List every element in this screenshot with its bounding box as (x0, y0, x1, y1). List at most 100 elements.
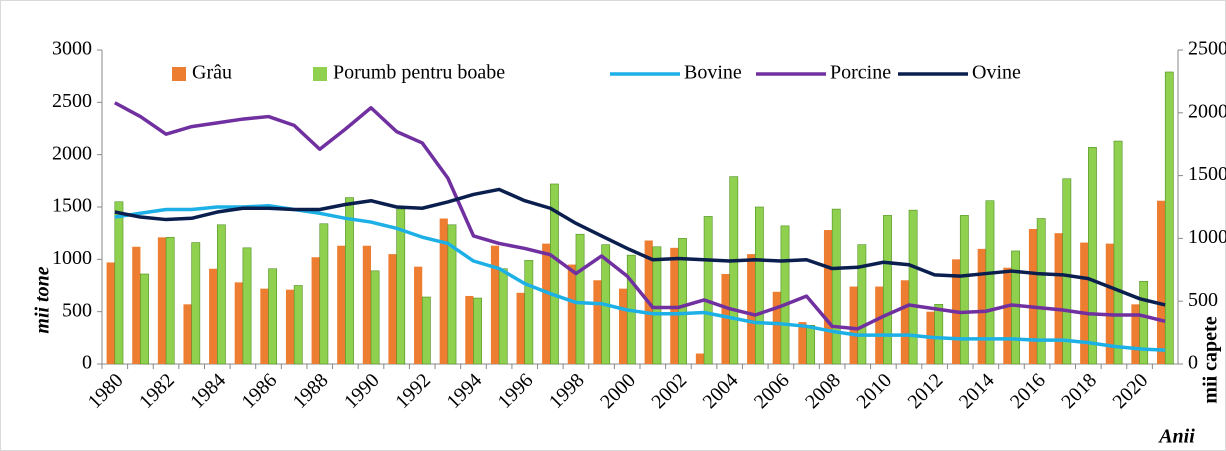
y2-tick-label: 1000 (1188, 226, 1226, 248)
legend-swatch (313, 67, 327, 81)
x-axis-label: Anii (1157, 426, 1195, 448)
bar (396, 208, 406, 365)
bar (490, 245, 500, 364)
bar (388, 254, 397, 364)
bar (985, 200, 995, 365)
bar (191, 242, 201, 365)
bar (216, 224, 226, 365)
bar (883, 215, 892, 365)
bar (959, 215, 969, 365)
bar (268, 268, 278, 365)
bar (1003, 267, 1012, 364)
bar (593, 280, 602, 364)
bar (721, 273, 730, 364)
bar (542, 243, 551, 364)
bar (772, 291, 781, 364)
y2-tick-label: 500 (1188, 289, 1218, 311)
bar (524, 260, 534, 365)
bar (362, 245, 371, 364)
bar (823, 230, 833, 364)
y-tick-label: 1000 (52, 247, 92, 269)
bar (875, 286, 884, 364)
bar (370, 270, 380, 365)
bar (293, 285, 303, 365)
bar (1088, 147, 1097, 365)
y2-tick-label: 0 (1188, 352, 1198, 374)
bar (806, 324, 816, 365)
y-tick-label: 2000 (52, 142, 92, 164)
bar (695, 353, 705, 364)
bar (1036, 218, 1046, 365)
bar (550, 183, 559, 365)
bar (106, 262, 115, 364)
legend-label: Bovine (684, 62, 742, 84)
bar (183, 304, 192, 364)
bar (114, 201, 124, 365)
bar (1113, 140, 1123, 365)
y2-tick-label: 2000 (1188, 100, 1226, 122)
bar (831, 208, 841, 365)
bar (1131, 304, 1140, 364)
bar (1105, 243, 1114, 364)
y-tick-label: 2500 (52, 90, 92, 112)
bar (337, 245, 346, 364)
bar (1156, 200, 1166, 364)
bar (242, 247, 252, 365)
bar (421, 296, 431, 365)
y-tick-label: 0 (82, 352, 92, 374)
y-tick-label: 1500 (52, 195, 92, 217)
y-tick-label: 3000 (52, 38, 92, 60)
y2-tick-label: 2500 (1188, 38, 1226, 60)
bar (311, 257, 320, 364)
bar (780, 225, 790, 365)
bar (934, 304, 944, 365)
y-tick-label: 500 (62, 299, 92, 321)
line (114, 187, 1166, 307)
bar (652, 246, 662, 365)
bar (618, 288, 628, 364)
bar (439, 218, 448, 364)
legend-label: Porcine (830, 62, 891, 84)
bar (319, 223, 329, 365)
bar (165, 237, 175, 365)
bar (1080, 242, 1089, 364)
bar (234, 282, 243, 364)
bar (1028, 228, 1038, 364)
bar (567, 264, 576, 364)
bar (1139, 281, 1149, 365)
bar (977, 248, 986, 364)
bar (900, 280, 909, 364)
bar (132, 246, 141, 364)
bar (447, 224, 457, 365)
bar (1164, 71, 1174, 365)
legend-label: Ovine (972, 62, 1021, 84)
bar (209, 268, 218, 364)
bar (140, 273, 149, 365)
legend-label: Porumb pentru boabe (333, 62, 505, 84)
bar (849, 286, 858, 364)
bar (857, 244, 867, 365)
bar (908, 209, 918, 365)
y2-tick-label: 1500 (1188, 163, 1226, 185)
bar (465, 295, 474, 364)
bar (575, 233, 585, 365)
y-axis-label: mii tone (32, 266, 54, 333)
line (113, 101, 1166, 331)
bar (260, 288, 269, 364)
bar (157, 237, 167, 364)
legend-swatch (172, 67, 186, 81)
bar (285, 289, 295, 364)
bar (414, 266, 423, 364)
bar (729, 176, 739, 365)
bar (516, 292, 525, 364)
bar (1062, 178, 1072, 365)
legend-label: Grâu (192, 62, 232, 84)
bar (798, 322, 807, 364)
bar (1011, 250, 1020, 365)
bar (1054, 233, 1063, 364)
bar (678, 238, 687, 365)
bar (498, 268, 508, 365)
bar (473, 297, 482, 365)
